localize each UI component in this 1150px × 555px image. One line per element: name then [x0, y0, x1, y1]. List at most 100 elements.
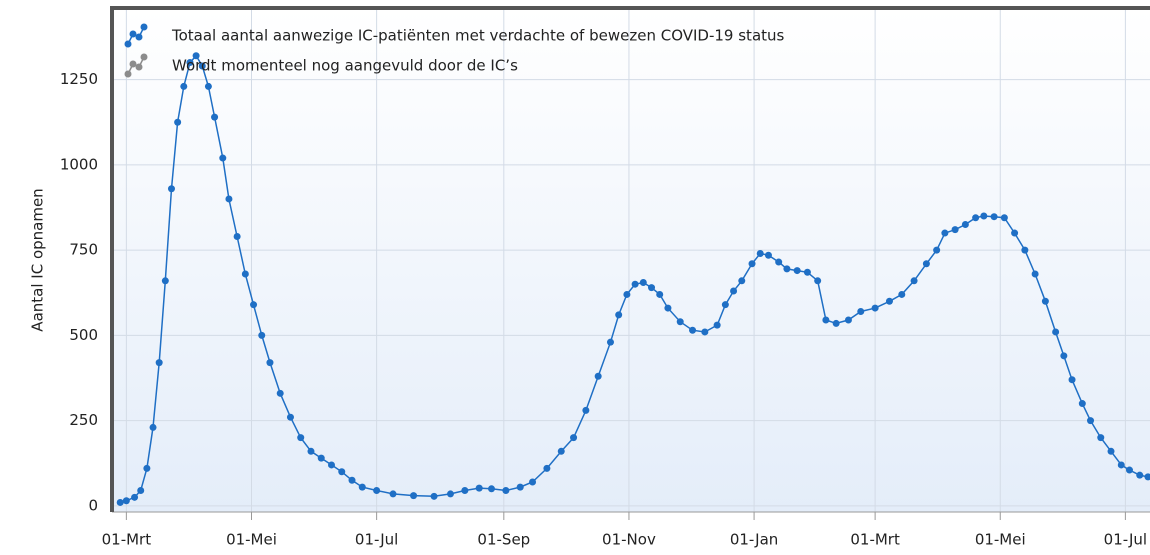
- data-point: [972, 214, 980, 222]
- data-point: [832, 319, 840, 327]
- legend-label: Totaal aantal aanwezige IC-patiënten met…: [171, 27, 785, 45]
- data-point: [502, 487, 510, 495]
- data-point: [639, 279, 647, 287]
- data-point: [338, 468, 346, 476]
- data-point: [594, 372, 602, 380]
- data-point: [871, 304, 879, 312]
- data-point: [1125, 466, 1133, 474]
- data-point: [606, 338, 614, 346]
- data-point: [713, 321, 721, 329]
- data-point: [327, 461, 335, 469]
- data-point: [143, 464, 151, 472]
- data-point: [582, 406, 590, 414]
- data-point: [570, 434, 578, 442]
- data-point: [1097, 434, 1105, 442]
- data-point: [1078, 400, 1086, 408]
- data-point: [186, 59, 194, 67]
- data-point: [631, 280, 639, 288]
- data-point: [980, 212, 988, 220]
- data-point: [137, 487, 145, 495]
- data-point: [1011, 229, 1019, 237]
- data-point: [475, 484, 483, 492]
- data-point: [233, 232, 241, 240]
- y-tick-label: 500: [69, 326, 98, 344]
- data-point: [793, 267, 801, 275]
- y-tick-label: 1250: [60, 70, 98, 88]
- data-point: [689, 326, 697, 334]
- data-point: [844, 316, 852, 324]
- data-point: [1087, 417, 1095, 425]
- data-point: [1041, 297, 1049, 305]
- data-point: [933, 246, 941, 254]
- data-point: [1117, 461, 1125, 469]
- grid: [112, 8, 1150, 512]
- data-point: [297, 434, 305, 442]
- data-point: [1000, 214, 1008, 222]
- data-point: [358, 483, 366, 491]
- legend-label: Wordt momenteel nog aangevuld door de IC…: [172, 57, 518, 75]
- data-point: [738, 277, 746, 285]
- data-point: [910, 277, 918, 285]
- data-point: [211, 113, 219, 121]
- x-tick-label: 01-Jul: [1104, 531, 1147, 549]
- data-point: [803, 268, 811, 276]
- x-tick-label: 01-Nov: [602, 531, 656, 549]
- data-point: [615, 311, 623, 319]
- data-point: [664, 304, 672, 312]
- data-point: [1060, 352, 1068, 360]
- y-tick-label: 250: [69, 411, 98, 429]
- data-point: [225, 195, 233, 203]
- data-point: [885, 297, 893, 305]
- data-point: [775, 258, 783, 266]
- x-tick-label: 01-Mei: [975, 531, 1026, 549]
- x-tick-label: 01-Jul: [355, 531, 398, 549]
- data-point: [730, 287, 738, 295]
- data-point: [898, 290, 906, 298]
- data-point: [219, 154, 227, 162]
- data-point: [783, 265, 791, 273]
- data-point: [814, 277, 822, 285]
- data-point: [961, 221, 969, 229]
- data-point: [529, 478, 537, 486]
- data-point: [623, 290, 631, 298]
- y-tick-label: 1000: [60, 155, 98, 173]
- data-point: [516, 483, 524, 491]
- data-point: [1031, 270, 1039, 278]
- data-point: [1021, 246, 1029, 254]
- data-point: [155, 359, 163, 367]
- data-point: [1136, 471, 1144, 479]
- x-tick-label: 01-Mrt: [102, 531, 152, 549]
- data-point: [348, 476, 356, 484]
- data-point: [410, 492, 418, 500]
- data-point: [488, 485, 496, 493]
- data-point: [1144, 473, 1150, 481]
- data-point: [1107, 447, 1115, 455]
- data-point: [307, 447, 315, 455]
- data-point: [131, 493, 139, 501]
- data-point: [250, 301, 258, 309]
- data-point: [286, 413, 294, 421]
- data-point: [161, 277, 169, 285]
- data-point: [922, 260, 930, 268]
- data-point: [149, 423, 157, 431]
- legend-icon: [127, 56, 145, 75]
- data-point: [317, 454, 325, 462]
- data-point: [648, 284, 656, 292]
- x-tick-label: 01-Mrt: [850, 531, 900, 549]
- data-point: [122, 497, 130, 505]
- data-point: [756, 250, 764, 258]
- data-point: [951, 226, 959, 234]
- data-point: [167, 185, 175, 193]
- data-point: [543, 464, 551, 472]
- data-point: [990, 213, 998, 221]
- data-point: [764, 251, 772, 259]
- y-tick-label: 750: [69, 241, 98, 259]
- y-tick-label: 0: [88, 496, 98, 514]
- data-point: [174, 118, 182, 126]
- data-point: [241, 270, 249, 278]
- data-point: [430, 492, 438, 500]
- marks: [116, 52, 1150, 506]
- data-point: [373, 487, 381, 495]
- data-point: [461, 487, 469, 495]
